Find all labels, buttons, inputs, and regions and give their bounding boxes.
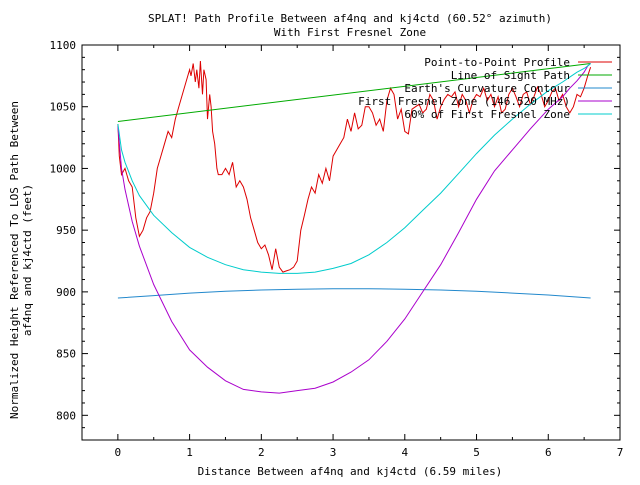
y-tick-label: 800	[56, 409, 76, 422]
y-tick-label: 950	[56, 224, 76, 237]
x-tick-label: 3	[330, 446, 337, 459]
series-line-60-of-first-fresnel-zone	[117, 63, 591, 274]
x-axis-label: Distance Between af4nq and kj4ctd (6.59 …	[198, 465, 503, 478]
y-tick-label: 850	[56, 348, 76, 361]
series-line-earth-s-curvature-contour	[117, 288, 591, 299]
legend-label: Earth's Curvature Contour	[404, 82, 570, 95]
legend-label: 60% of First Fresnel Zone	[404, 108, 570, 121]
y-tick-label: 1000	[50, 162, 77, 175]
series-line-point-to-point-profile	[117, 60, 592, 273]
x-tick-label: 0	[115, 446, 122, 459]
y-tick-label: 1100	[50, 39, 77, 52]
y-axis-label-line-1: Normalized Height Referenced To LOS Path…	[8, 101, 21, 419]
chart-title-line-1: SPLAT! Path Profile Between af4nq and kj…	[148, 12, 552, 25]
x-tick-label: 6	[545, 446, 552, 459]
plot-area: 0 1 2 3 4 5 6 7 800 850 900 950 1000 1050 1100	[50, 39, 624, 459]
series-line-first-fresnel-zone-146-520-mhz	[117, 63, 591, 394]
series-line-line-of-sight-path	[117, 63, 591, 122]
y-axis-label-line-2: af4nq and kj4ctd (feet)	[21, 184, 34, 336]
x-tick-label: 4	[401, 446, 408, 459]
legend-label: Line of Sight Path	[451, 69, 570, 82]
x-tick-label: 1	[186, 446, 193, 459]
legend-label: First Fresnel Zone (146.520 MHz)	[358, 95, 570, 108]
x-tick-label: 7	[617, 446, 624, 459]
x-tick-label: 2	[258, 446, 265, 459]
x-tick-label: 5	[473, 446, 480, 459]
legend-label: Point-to-Point Profile	[424, 56, 570, 69]
y-tick-label: 1050	[50, 101, 77, 114]
y-tick-label: 900	[56, 286, 76, 299]
chart-title-line-2: With First Fresnel Zone	[274, 26, 426, 39]
